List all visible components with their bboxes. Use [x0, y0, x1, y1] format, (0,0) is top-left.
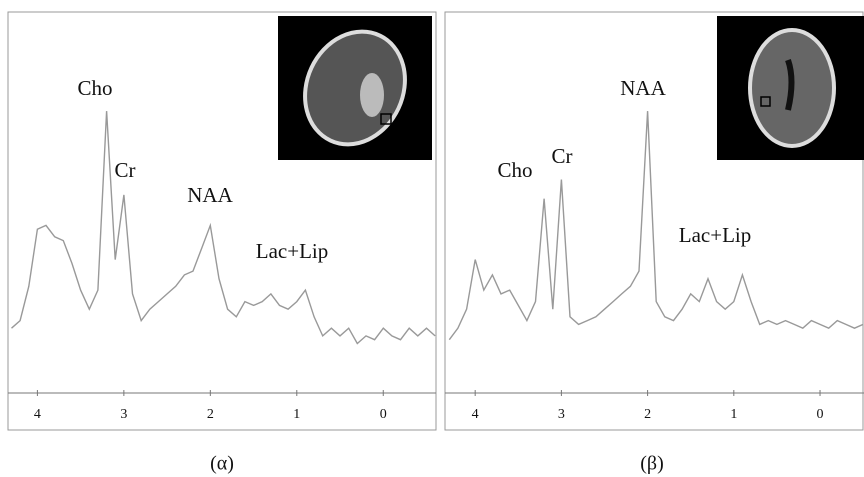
peak-label: Cho [77, 76, 112, 100]
panel-caption: (α) [210, 453, 234, 475]
peak-label: NAA [187, 183, 233, 207]
x-tick-label: 4 [34, 407, 41, 422]
x-tick-label: 2 [207, 407, 214, 422]
peak-label: Lac+Lip [679, 223, 751, 247]
x-tick-label: 1 [293, 407, 300, 422]
x-tick-label: 2 [644, 407, 651, 422]
peak-label: Cr [552, 144, 573, 168]
spectrum-line [448, 111, 864, 341]
mri-inset [717, 16, 864, 160]
x-tick-label: 3 [558, 407, 565, 422]
peak-label: NAA [620, 76, 666, 100]
peak-label: Cho [497, 158, 532, 182]
x-tick-label: 0 [380, 407, 387, 422]
spectrum-line [11, 111, 436, 345]
x-tick-label: 0 [817, 407, 824, 422]
panel-caption: (β) [640, 453, 664, 475]
mri-inset [278, 16, 432, 160]
x-tick-label: 4 [472, 407, 479, 422]
x-tick-label: 1 [730, 407, 737, 422]
peak-label: Lac+Lip [256, 239, 328, 263]
peak-label: Cr [115, 158, 136, 182]
x-tick-label: 3 [120, 407, 127, 422]
